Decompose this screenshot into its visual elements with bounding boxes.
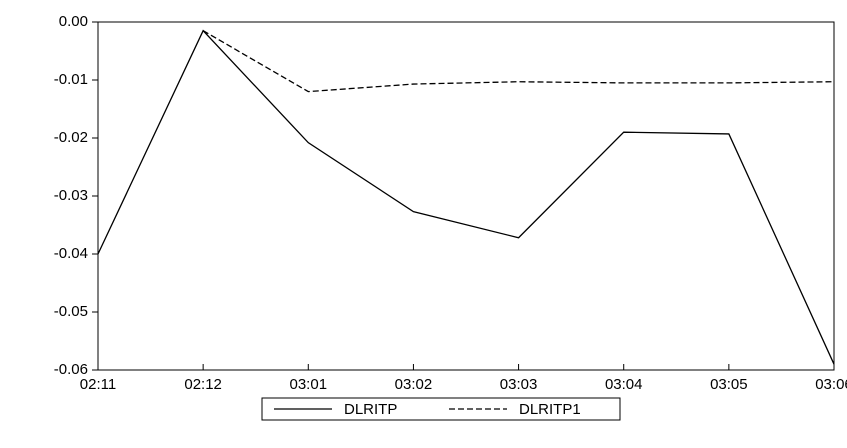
legend-box (261, 397, 621, 421)
y-tick-label: -0.02 (54, 129, 88, 146)
legend: DLRITP DLRITP1 (261, 397, 621, 421)
x-tick-label: 03:05 (710, 376, 748, 393)
legend-label: DLRITP (344, 401, 397, 418)
plot-frame (97, 21, 835, 371)
x-tick-label: 03:03 (500, 376, 538, 393)
y-tick-label: 0.00 (59, 13, 88, 30)
y-tick-label: -0.06 (54, 361, 88, 378)
y-tick-label: -0.04 (54, 245, 88, 262)
x-tick-label: 03:06 (815, 376, 847, 393)
x-tick-label: 02:11 (80, 376, 116, 393)
y-tick-label: -0.03 (54, 187, 88, 204)
y-tick-label: -0.01 (54, 71, 88, 88)
x-tick-label: 03:02 (395, 376, 433, 393)
y-tick-label: -0.05 (54, 303, 88, 320)
series-line (97, 29, 835, 365)
series-line (202, 30, 835, 93)
legend-label: DLRITP1 (519, 401, 581, 418)
x-tick-label: 02:12 (184, 376, 222, 393)
x-tick-label: 03:01 (290, 376, 328, 393)
x-tick-label: 03:04 (605, 376, 643, 393)
